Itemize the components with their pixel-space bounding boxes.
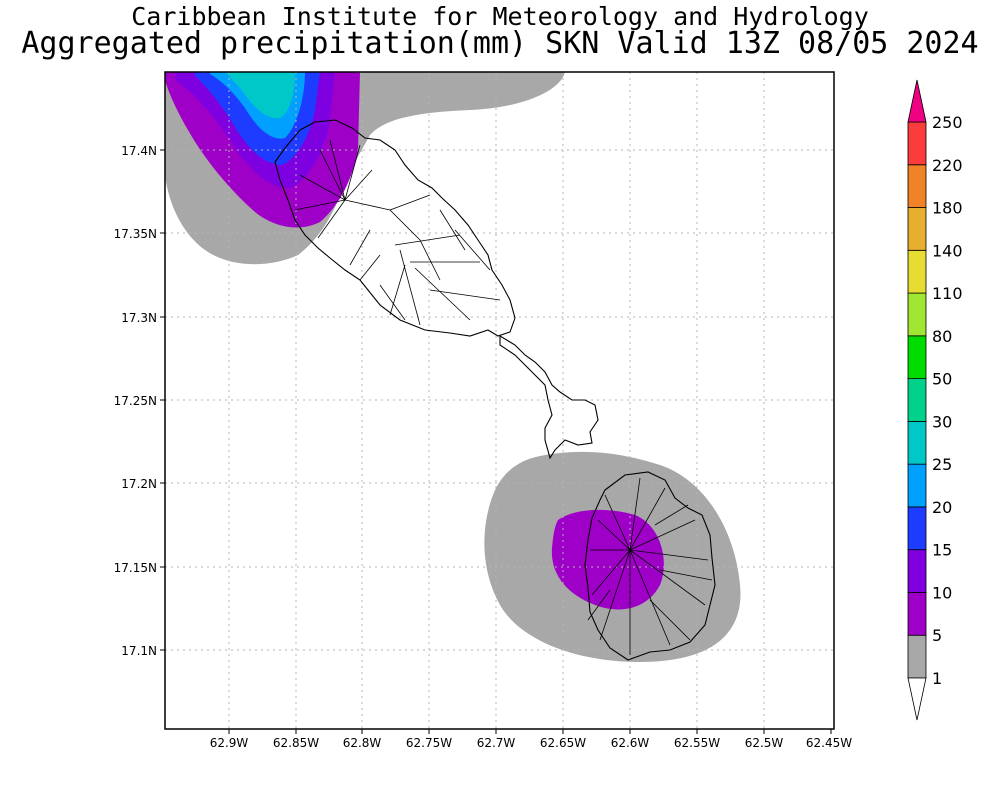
colorbar-label: 140 [932,241,963,260]
nevis-drainage [587,477,713,655]
colorbar-swatch [907,207,927,251]
peninsula-outline [499,335,599,460]
y-tick-label: 17.35N [114,227,157,241]
colorbar-swatch [907,335,927,380]
colorbar-swatch [907,164,927,208]
colorbar-label: 50 [932,370,952,389]
x-axis [228,729,832,734]
nevis-outline [584,471,716,661]
colorbar-label: 10 [932,583,952,602]
st-kitts-outline [274,119,516,337]
st-kitts-drainage [294,139,501,326]
colorbar-swatch [907,549,927,593]
x-tick-label: 62.75W [406,736,452,750]
x-tick-label: 62.55W [674,736,720,750]
island-outlines [274,119,716,661]
colorbar-label: 180 [932,199,963,218]
colorbar-label: 5 [932,626,942,645]
precip-contour-25mm-north [225,72,295,119]
colorbar-max-triangle [907,79,927,123]
x-tick-label: 62.45W [806,736,852,750]
colorbar-swatch [907,292,927,337]
colorbar-label: 220 [932,156,963,175]
precipitation-field [165,72,741,662]
colorbar-label: 80 [932,327,952,346]
precip-contour-5mm-south [551,509,664,610]
x-tick-label: 62.5W [745,736,784,750]
y-tick-label: 17.2N [121,477,157,491]
colorbar-swatch [907,378,927,422]
colorbar-label: 1 [932,669,942,688]
x-tick-label: 62.85W [273,736,319,750]
chart-title: Caribbean Institute for Meteorology and … [131,2,869,31]
y-tick-label: 17.1N [121,644,157,658]
x-tick-label: 62.6W [611,736,650,750]
x-tick-label: 62.7W [477,736,516,750]
y-tick-label: 17.15N [114,561,157,575]
chart-subtitle: Aggregated precipitation(mm) SKN Valid 1… [21,26,979,61]
y-tick-label: 17.25N [114,394,157,408]
colorbar-swatch [907,592,927,636]
x-tick-label: 62.8W [343,736,382,750]
x-tick-label: 62.65W [540,736,586,750]
y-axis [160,149,165,651]
x-tick-label: 62.9W [210,736,249,750]
colorbar-label: 20 [932,498,952,517]
colorbar-swatch [907,420,927,465]
colorbar-swatch [907,634,927,679]
colorbar-label: 15 [932,541,952,560]
colorbar-swatch [907,506,927,551]
colorbar-swatch [907,121,927,166]
y-tick-label: 17.4N [121,144,157,158]
colorbar-min-triangle [907,677,927,721]
colorbar-swatch [907,463,927,508]
colorbar-label: 110 [932,284,963,303]
colorbar-swatch [907,249,927,294]
colorbar-label: 30 [932,412,952,431]
y-tick-label: 17.3N [121,311,157,325]
colorbar-label: 25 [932,455,952,474]
colorbar-label: 250 [932,113,963,132]
